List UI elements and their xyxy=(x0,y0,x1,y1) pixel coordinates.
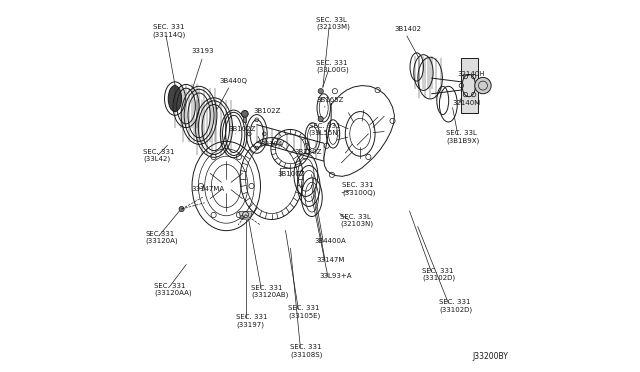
Text: SEC. 331
(33105E): SEC. 331 (33105E) xyxy=(289,305,321,318)
Circle shape xyxy=(475,77,491,94)
Text: 3B4400A: 3B4400A xyxy=(314,238,346,244)
Text: 33147MA: 33147MA xyxy=(191,186,225,192)
Text: 3B120Z: 3B120Z xyxy=(294,149,321,155)
Text: SEC. 331
(33108S): SEC. 331 (33108S) xyxy=(291,344,323,357)
Text: SEC. 331
(33114Q): SEC. 331 (33114Q) xyxy=(152,24,186,38)
Text: 33104: 33104 xyxy=(260,141,283,147)
Text: 3B165Z: 3B165Z xyxy=(316,97,344,103)
Text: 3B100Z: 3B100Z xyxy=(277,171,305,177)
Text: SEC. 331
(33102D): SEC. 331 (33102D) xyxy=(439,299,472,313)
Text: SEC. 331
(33120AA): SEC. 331 (33120AA) xyxy=(154,283,192,296)
Text: SEC. 331
(33100Q): SEC. 331 (33100Q) xyxy=(342,182,376,196)
Text: 3B1402: 3B1402 xyxy=(394,26,421,32)
Text: SEC. 33L
(32103N): SEC. 33L (32103N) xyxy=(340,214,374,227)
Text: 33193: 33193 xyxy=(191,48,214,54)
Text: SEC. 33L
(3B1B9X): SEC. 33L (3B1B9X) xyxy=(447,130,480,144)
Text: J33200BY: J33200BY xyxy=(472,352,508,360)
Text: 3B102Z: 3B102Z xyxy=(253,108,280,114)
Circle shape xyxy=(179,206,184,212)
Text: 3B440Q: 3B440Q xyxy=(220,78,248,84)
Circle shape xyxy=(240,215,244,219)
Circle shape xyxy=(318,89,323,94)
Text: 32140M: 32140M xyxy=(452,100,480,106)
Circle shape xyxy=(318,116,323,122)
Text: 33147M: 33147M xyxy=(316,257,345,263)
Text: 32140H: 32140H xyxy=(458,71,485,77)
Text: SEC.331
(33120A): SEC.331 (33120A) xyxy=(145,231,178,244)
Polygon shape xyxy=(461,58,478,113)
Text: SEC. 331
(33L42): SEC. 331 (33L42) xyxy=(143,149,175,162)
Text: SEC. 331
(33197): SEC. 331 (33197) xyxy=(236,314,268,328)
Text: 33L93+A: 33L93+A xyxy=(319,273,352,279)
Polygon shape xyxy=(239,212,252,219)
Circle shape xyxy=(241,110,248,117)
Text: 3B102Z: 3B102Z xyxy=(229,126,257,132)
Ellipse shape xyxy=(168,86,182,112)
Text: SEC. 331
(33L00G): SEC. 331 (33L00G) xyxy=(316,60,349,73)
Text: SEC. 331
(33102D): SEC. 331 (33102D) xyxy=(422,268,456,281)
Polygon shape xyxy=(243,117,246,122)
Text: SEC. 331
(33120AB): SEC. 331 (33120AB) xyxy=(251,285,289,298)
Text: SEC. 33L
(32103M): SEC. 33L (32103M) xyxy=(316,17,350,30)
Text: SEC. 331
(33L55N): SEC. 331 (33L55N) xyxy=(309,123,341,136)
